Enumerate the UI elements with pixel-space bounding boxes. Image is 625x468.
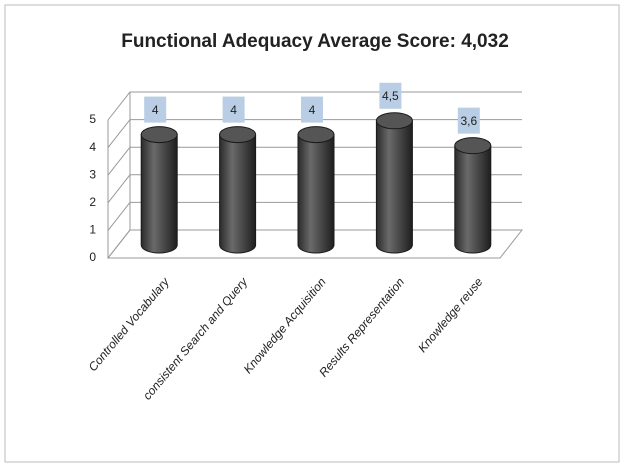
value-label-box xyxy=(222,96,245,123)
value-label: 4 xyxy=(301,96,323,123)
bar-top xyxy=(297,126,335,144)
value-label: 4 xyxy=(144,96,167,123)
bar-top xyxy=(454,137,492,155)
value-label-text: 4 xyxy=(152,103,159,117)
bar-top xyxy=(140,126,178,144)
bar-top xyxy=(375,112,413,130)
bar-top xyxy=(219,126,257,144)
y-tick-label: 5 xyxy=(89,112,96,126)
value-label-text: 4,5 xyxy=(382,89,399,103)
chart-frame xyxy=(4,4,620,463)
value-label-box xyxy=(144,96,167,123)
x-tick-label: Results Representation xyxy=(316,275,407,380)
y-tick-label: 3 xyxy=(89,167,96,181)
y-tick-label: 1 xyxy=(89,223,96,237)
value-label-box xyxy=(457,107,480,134)
bar xyxy=(219,134,257,254)
value-label: 3,6 xyxy=(457,107,480,134)
value-label-text: 4 xyxy=(230,103,237,117)
bar xyxy=(375,120,413,254)
value-label-text: 3,6 xyxy=(460,114,477,128)
value-label-box xyxy=(379,82,402,109)
y-tick-label: 4 xyxy=(89,140,96,154)
value-label-box xyxy=(301,96,323,123)
x-tick-label: Knowledge reuse xyxy=(415,275,486,355)
value-label-text: 4 xyxy=(309,103,316,117)
bar xyxy=(454,145,492,254)
y-tick-label: 0 xyxy=(89,250,96,264)
chart-title: Functional Adequacy Average Score: 4,032 xyxy=(121,31,509,52)
value-label: 4,5 xyxy=(379,82,402,109)
value-label: 4 xyxy=(222,96,245,123)
x-tick-label: Knowledge Acquisition xyxy=(241,275,329,376)
bar xyxy=(297,134,335,254)
bar xyxy=(140,134,178,254)
x-tick-label: Controlled Vocabulary xyxy=(86,274,173,374)
y-tick-label: 2 xyxy=(89,195,96,209)
